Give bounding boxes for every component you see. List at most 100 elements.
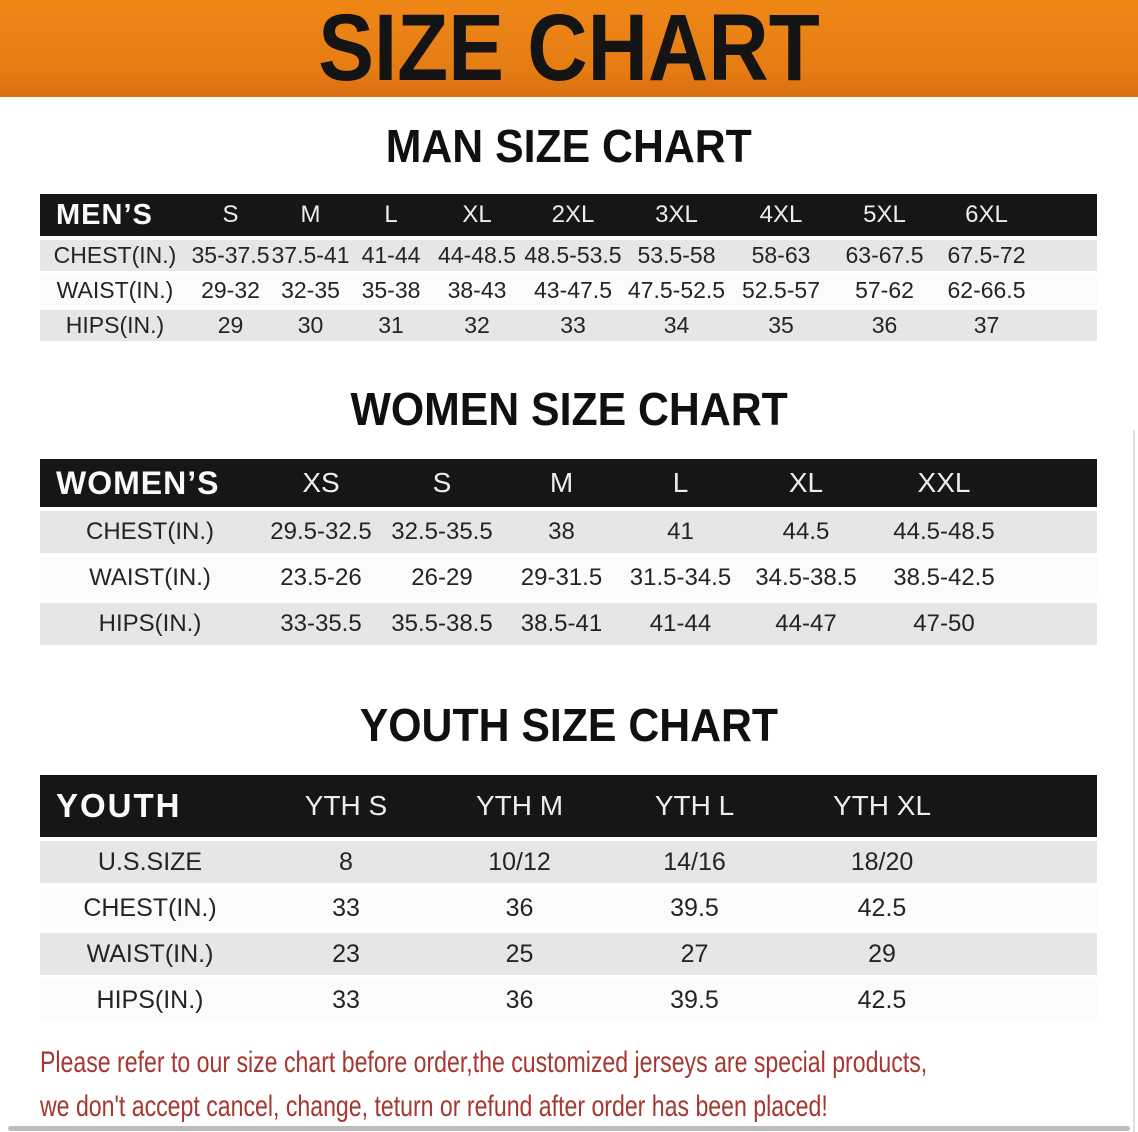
size-value-cell: 32-35: [271, 275, 350, 306]
size-value-cell: 14/16: [607, 841, 782, 883]
size-value-cell: 38.5-41: [502, 603, 621, 645]
size-value-cell: 33: [260, 979, 432, 1021]
youth-ussize-row: U.S.SIZE 8 10/12 14/16 18/20: [40, 841, 1097, 883]
size-value-cell: 41-44: [621, 603, 740, 645]
size-value-cell: 37.5-41: [271, 240, 350, 271]
size-value-cell: 29: [782, 933, 982, 975]
mens-column-header: 2XL: [522, 194, 624, 236]
size-value-cell: 53.5-58: [624, 240, 729, 271]
row-label-cell: U.S.SIZE: [40, 841, 260, 883]
size-value-cell: 32.5-35.5: [382, 511, 502, 553]
size-value-cell: 29-32: [190, 275, 271, 306]
size-value-cell: 44.5-48.5: [872, 511, 1016, 553]
disclaimer: Please refer to our size chart before or…: [40, 1041, 1138, 1129]
banner-title: SIZE CHART: [318, 0, 820, 101]
size-value-cell: 34.5-38.5: [740, 557, 872, 599]
size-value-cell: 39.5: [607, 979, 782, 1021]
size-value-cell: 38.5-42.5: [872, 557, 1016, 599]
spacer-cell: [1037, 240, 1097, 271]
mens-column-header: 3XL: [624, 194, 729, 236]
youth-size-table: YOUTH YTH S YTH M YTH L YTH XL U.S.SIZE …: [40, 771, 1097, 1025]
mens-hips-row: HIPS(IN.) 29 30 31 32 33 34 35 36 37: [40, 310, 1097, 341]
row-label-cell: CHEST(IN.): [40, 511, 260, 553]
size-value-cell: 29: [190, 310, 271, 341]
mens-column-header: S: [190, 194, 271, 236]
disclaimer-line-2: we don't accept cancel, change, teturn o…: [40, 1090, 828, 1123]
spacer-cell: [1016, 603, 1097, 645]
size-value-cell: 29.5-32.5: [260, 511, 382, 553]
size-value-cell: 34: [624, 310, 729, 341]
youth-chest-row: CHEST(IN.) 33 36 39.5 42.5: [40, 887, 1097, 929]
size-value-cell: 33-35.5: [260, 603, 382, 645]
mens-column-header: L: [350, 194, 432, 236]
size-value-cell: 32: [432, 310, 522, 341]
spacer-cell: [1037, 310, 1097, 341]
row-label-cell: WAIST(IN.): [40, 557, 260, 599]
size-value-cell: 57-62: [833, 275, 936, 306]
size-value-cell: 41-44: [350, 240, 432, 271]
size-value-cell: 36: [432, 887, 607, 929]
mens-column-header: 6XL: [936, 194, 1037, 236]
size-value-cell: 23.5-26: [260, 557, 382, 599]
mens-column-header: 4XL: [729, 194, 833, 236]
womens-column-header: M: [502, 459, 621, 507]
row-label-cell: WAIST(IN.): [40, 933, 260, 975]
size-value-cell: 67.5-72: [936, 240, 1037, 271]
size-value-cell: 35-37.5: [190, 240, 271, 271]
spacer-cell: [982, 887, 1097, 929]
size-value-cell: 38: [502, 511, 621, 553]
youth-header-label: YOUTH: [40, 775, 260, 837]
youth-section-title-text: YOUTH SIZE CHART: [359, 699, 779, 751]
women-section-title-text: WOMEN SIZE CHART: [350, 383, 788, 435]
size-value-cell: 29-31.5: [502, 557, 621, 599]
size-value-cell: 63-67.5: [833, 240, 936, 271]
womens-column-header: S: [382, 459, 502, 507]
size-value-cell: 35.5-38.5: [382, 603, 502, 645]
youth-waist-row: WAIST(IN.) 23 25 27 29: [40, 933, 1097, 975]
row-label-cell: CHEST(IN.): [40, 887, 260, 929]
row-label-cell: WAIST(IN.): [40, 275, 190, 306]
size-value-cell: 36: [833, 310, 936, 341]
size-value-cell: 41: [621, 511, 740, 553]
womens-column-header: XL: [740, 459, 872, 507]
size-value-cell: 33: [522, 310, 624, 341]
youth-column-header: YTH XL: [782, 775, 982, 837]
womens-column-header: L: [621, 459, 740, 507]
mens-header-label: MEN’S: [40, 194, 190, 236]
spacer-cell: [982, 933, 1097, 975]
size-value-cell: 27: [607, 933, 782, 975]
youth-hips-row: HIPS(IN.) 33 36 39.5 42.5: [40, 979, 1097, 1021]
womens-waist-row: WAIST(IN.) 23.5-26 26-29 29-31.5 31.5-34…: [40, 557, 1097, 599]
row-label-cell: HIPS(IN.): [40, 603, 260, 645]
size-value-cell: 26-29: [382, 557, 502, 599]
size-value-cell: 48.5-53.5: [522, 240, 624, 271]
mens-column-header: M: [271, 194, 350, 236]
size-value-cell: 31: [350, 310, 432, 341]
banner: SIZE CHART: [0, 0, 1138, 97]
spacer-cell: [1037, 275, 1097, 306]
spacer-cell: [1037, 194, 1097, 236]
spacer-cell: [982, 979, 1097, 1021]
size-value-cell: 37: [936, 310, 1037, 341]
man-section-title-text: MAN SIZE CHART: [385, 120, 752, 172]
size-value-cell: 62-66.5: [936, 275, 1037, 306]
womens-hips-row: HIPS(IN.) 33-35.5 35.5-38.5 38.5-41 41-4…: [40, 603, 1097, 645]
size-value-cell: 35: [729, 310, 833, 341]
spacer-cell: [982, 775, 1097, 837]
size-value-cell: 10/12: [432, 841, 607, 883]
disclaimer-line-1: Please refer to our size chart before or…: [40, 1046, 928, 1079]
row-label-cell: HIPS(IN.): [40, 979, 260, 1021]
women-section-title: WOMEN SIZE CHART: [0, 385, 1138, 433]
youth-section-title: YOUTH SIZE CHART: [0, 701, 1138, 749]
size-value-cell: 36: [432, 979, 607, 1021]
size-value-cell: 33: [260, 887, 432, 929]
mens-chest-row: CHEST(IN.) 35-37.5 37.5-41 41-44 44-48.5…: [40, 240, 1097, 271]
row-label-cell: HIPS(IN.): [40, 310, 190, 341]
womens-column-header: XS: [260, 459, 382, 507]
spacer-cell: [982, 841, 1097, 883]
mens-column-header: 5XL: [833, 194, 936, 236]
spacer-cell: [1016, 557, 1097, 599]
size-value-cell: 8: [260, 841, 432, 883]
right-edge-artifact: [1133, 430, 1135, 1132]
